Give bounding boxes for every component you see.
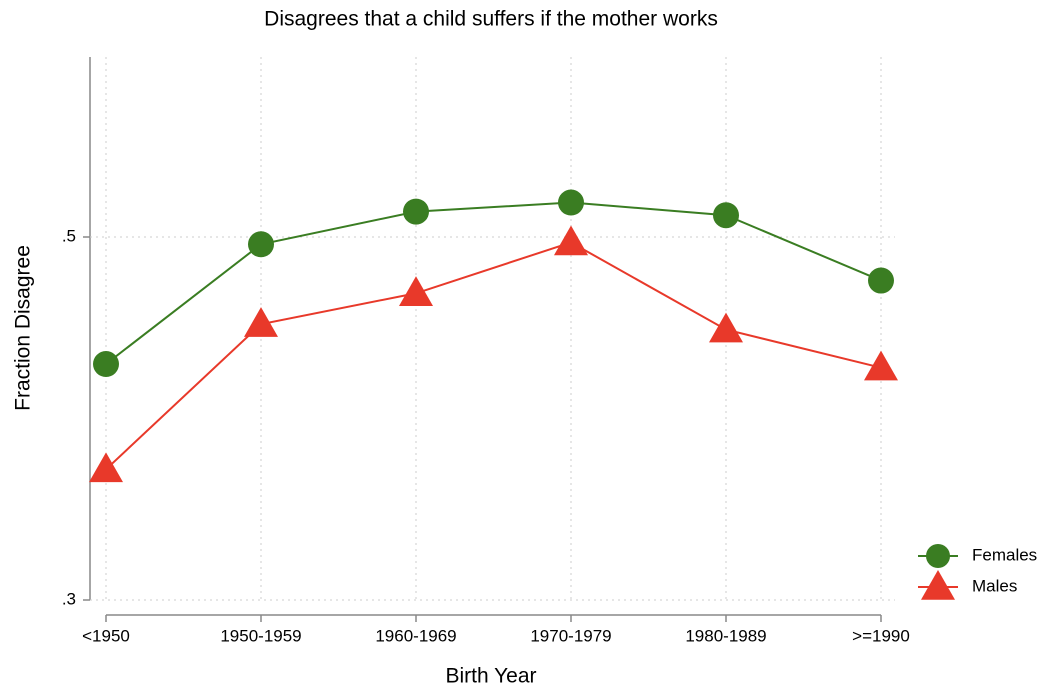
- y-tick-label: .5: [62, 226, 76, 245]
- series-line: [105, 241, 882, 471]
- x-tick-label: 1970-1979: [530, 626, 611, 645]
- marker: [93, 351, 119, 378]
- legend-marker: [921, 570, 955, 600]
- marker: [403, 198, 429, 225]
- legend-label: Females: [972, 545, 1037, 564]
- chart-title: Disagrees that a child suffers if the mo…: [264, 8, 718, 31]
- marker: [558, 189, 584, 216]
- series-line: [105, 201, 882, 365]
- marker: [864, 350, 898, 381]
- marker: [868, 267, 894, 294]
- marker: [244, 307, 278, 337]
- y-axis-title: Fraction Disagree: [12, 245, 35, 411]
- y-tick-label: .3: [62, 589, 76, 608]
- legend-label: Males: [972, 576, 1017, 595]
- x-axis-title: Birth Year: [445, 665, 536, 688]
- x-tick-label: >=1990: [852, 626, 910, 645]
- marker: [713, 202, 739, 229]
- marker: [248, 231, 274, 258]
- x-tick-label: <1950: [82, 626, 130, 645]
- x-tick-label: 1980-1989: [685, 626, 766, 645]
- marker: [89, 452, 123, 483]
- marker: [709, 312, 743, 343]
- marker: [399, 276, 433, 307]
- legend-marker: [926, 544, 950, 568]
- x-tick-label: 1960-1969: [375, 626, 456, 645]
- marker: [554, 225, 588, 256]
- x-tick-label: 1950-1959: [220, 626, 301, 645]
